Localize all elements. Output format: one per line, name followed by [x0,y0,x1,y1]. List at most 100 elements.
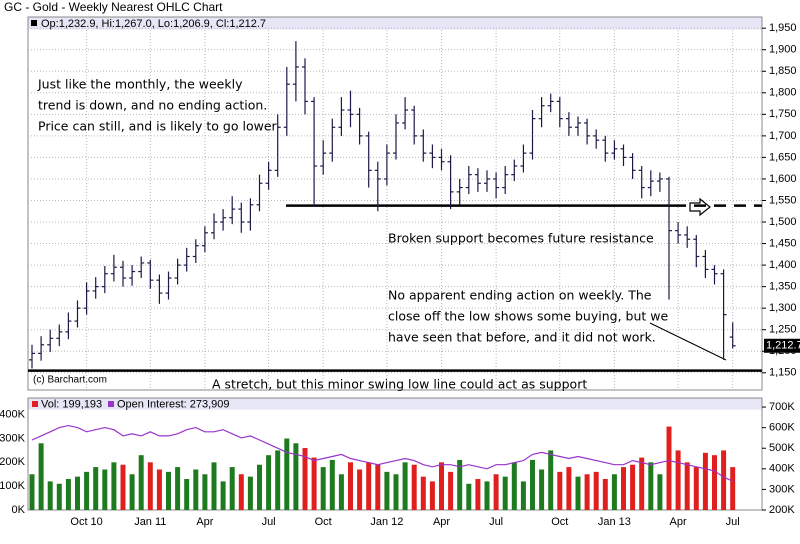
volume-header [28,398,762,410]
y-tick-label: 200K [0,456,26,468]
volume-bar [202,474,208,510]
volume-bar [293,443,299,510]
volume-bar [539,469,545,510]
y-tick-label: 1,850 [769,65,797,77]
x-tick-label: Jan 13 [598,516,631,528]
y-tick-label: 1,800 [769,87,797,99]
volume-bar [693,467,699,510]
oi-swatch [108,401,114,407]
y2-tick-label: 500K [769,442,795,454]
note: trend is down, and no ending action. [38,98,267,113]
x-tick-label: Oct [315,516,332,528]
volume-bar [675,450,681,510]
y-tick-label: 1,550 [769,194,797,206]
note: A stretch, but this minor swing low line… [212,377,587,392]
y-tick-label: 1,950 [769,22,797,34]
volume-bar [557,471,563,510]
open-interest-line [31,424,733,482]
oi-legend: Open Interest: 273,909 [117,398,230,410]
volume-bar [156,469,162,510]
x-tick-label: Jul [726,516,740,528]
last-price-box [764,338,800,353]
volume-bar [520,481,526,510]
note: Broken support becomes future resistance [388,231,654,246]
volume-bar [29,474,35,510]
volume-bar [429,481,435,510]
y2-tick-label: 400K [769,463,795,475]
volume-legend: Vol: 199,193 [41,398,102,410]
volume-bar [284,438,290,510]
legend-swatch [31,20,37,26]
volume-bar [602,479,608,510]
volume-bar [730,467,736,510]
volume-bar [211,462,217,510]
x-tick-label: Oct [551,516,568,528]
price-header [28,17,762,30]
volume-bar [357,469,363,510]
note: have seen that before, and it did not wo… [388,330,656,345]
volume-bar [311,457,317,510]
y-tick-label: 1,450 [769,237,797,249]
volume-bar [375,464,381,510]
volume-bar [384,471,390,510]
y2-tick-label: 200K [769,504,795,516]
note: close off the low shows some buying, but… [388,309,668,324]
x-tick-label: Jul [262,516,276,528]
volume-bar [712,455,717,510]
arrow [689,197,711,217]
volume-bar [721,450,727,510]
y-tick-label: 400K [0,409,26,421]
volume-bar [266,455,272,510]
volume-bar [566,467,572,510]
volume-bar [666,426,672,510]
volume-bar [493,474,499,510]
chart-title: GC - Gold - Weekly Nearest OHLC Chart [4,0,223,14]
y2-tick-label: 600K [769,422,795,434]
volume-bar [366,462,372,510]
volume-bar [38,443,44,510]
volume-bar [684,462,690,510]
copyright: (c) Barchart.com [33,375,107,386]
x-tick-label: Oct 10 [70,516,102,528]
note: No apparent ending action on weekly. The [388,288,652,303]
volume-bar [166,471,171,510]
volume-bar [466,483,472,510]
volume-bar [220,481,226,510]
volume-bar [402,462,408,510]
volume-bar [320,467,326,510]
volume-bar [175,467,181,510]
y-tick-label: 300K [0,432,26,444]
volume-bar [648,462,654,510]
volume-bar [621,467,626,510]
volume-bar [630,464,636,510]
volume-bar [47,481,53,510]
volume-bar [184,479,190,510]
volume-bar [702,452,708,510]
volume-bar [275,450,281,510]
volume-bar [530,459,535,510]
volume-bar [111,462,117,510]
volume-bar [65,479,71,510]
volume-bar [475,479,481,510]
y-tick-label: 1,250 [769,324,797,336]
volume-bar [457,459,463,510]
volume-bar [548,450,554,510]
volume-bar [247,476,253,510]
volume-bar [611,474,617,510]
y-tick-label: 1,600 [769,173,797,185]
price-legend: Op:1,232.9, Hi:1,267.0, Lo:1,206.9, Cl:1… [41,18,266,30]
volume-bar [484,481,490,510]
y2-tick-label: 300K [769,483,795,495]
volume-bar [502,476,508,510]
volume-bar [229,467,235,510]
y-tick-label: 0K [12,504,26,516]
volume-bar [448,471,454,510]
volume-bar [257,464,262,510]
volume-bar [102,469,108,510]
x-tick-label: Jul [489,516,503,528]
last-price-label: 1,212.7 [766,340,800,352]
volume-bar [147,462,153,510]
volume-bar [338,474,344,510]
y-tick-label: 1,150 [769,367,797,379]
